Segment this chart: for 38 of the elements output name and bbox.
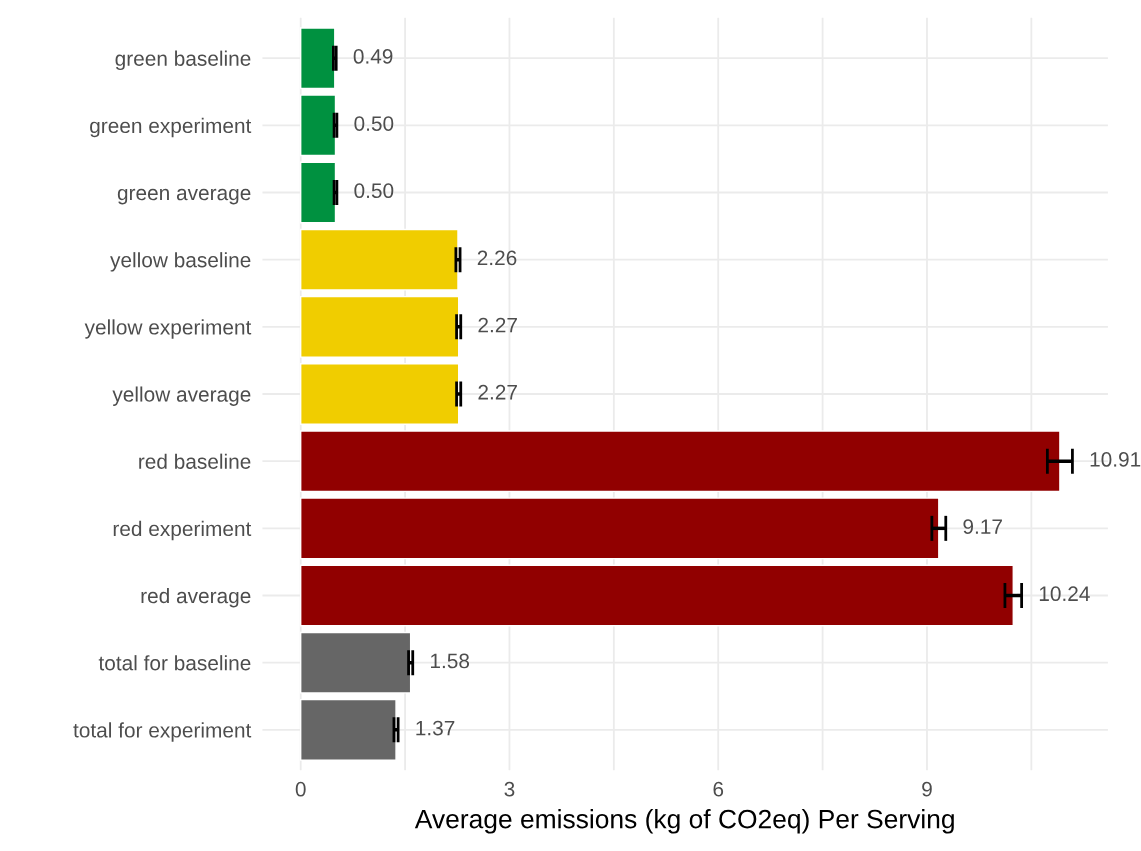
y-tick-label: red experiment bbox=[113, 520, 252, 541]
bar bbox=[300, 94, 337, 157]
bar bbox=[300, 228, 459, 291]
y-tick-label: green experiment bbox=[90, 117, 252, 138]
bar bbox=[300, 295, 460, 358]
data-label: 2.26 bbox=[477, 250, 517, 266]
data-label: 2.27 bbox=[478, 384, 517, 400]
data-label: 0.50 bbox=[354, 183, 394, 199]
bar bbox=[300, 363, 460, 425]
y-tick-label: green average bbox=[117, 188, 251, 205]
y-tick-label: total for experiment bbox=[73, 722, 252, 742]
bar bbox=[300, 698, 397, 761]
x-tick-label: 3 bbox=[504, 781, 515, 797]
data-label: 1.58 bbox=[430, 653, 470, 669]
bar bbox=[300, 27, 336, 90]
y-tick-label: total for baseline bbox=[98, 655, 251, 671]
bar bbox=[300, 564, 1014, 627]
bar bbox=[300, 497, 940, 560]
y-tick-label: red average bbox=[141, 587, 251, 608]
bar bbox=[300, 161, 337, 224]
data-label: 0.49 bbox=[353, 49, 393, 64]
data-label: 0.50 bbox=[354, 116, 394, 131]
data-label: 1.37 bbox=[416, 720, 455, 736]
y-tick-label: yellow average bbox=[112, 386, 251, 406]
data-label: 10.91 bbox=[1090, 452, 1141, 467]
x-tick-label: 6 bbox=[713, 781, 724, 797]
x-tick-label: 9 bbox=[922, 781, 932, 797]
x-tick-label: 0 bbox=[295, 781, 306, 797]
y-tick-label: yellow experiment bbox=[84, 319, 252, 339]
x-axis-title: Average emissions (kg of CO2eq) Per Serving bbox=[414, 809, 954, 834]
y-tick-label: yellow baseline bbox=[110, 252, 251, 272]
bar bbox=[300, 631, 412, 694]
data-label: 2.27 bbox=[478, 317, 517, 333]
bar bbox=[300, 430, 1061, 493]
y-tick-label: green baseline bbox=[115, 50, 251, 71]
data-label: 9.17 bbox=[963, 519, 1002, 534]
data-label: 10.24 bbox=[1039, 586, 1090, 602]
y-tick-label: red baseline bbox=[139, 453, 251, 469]
